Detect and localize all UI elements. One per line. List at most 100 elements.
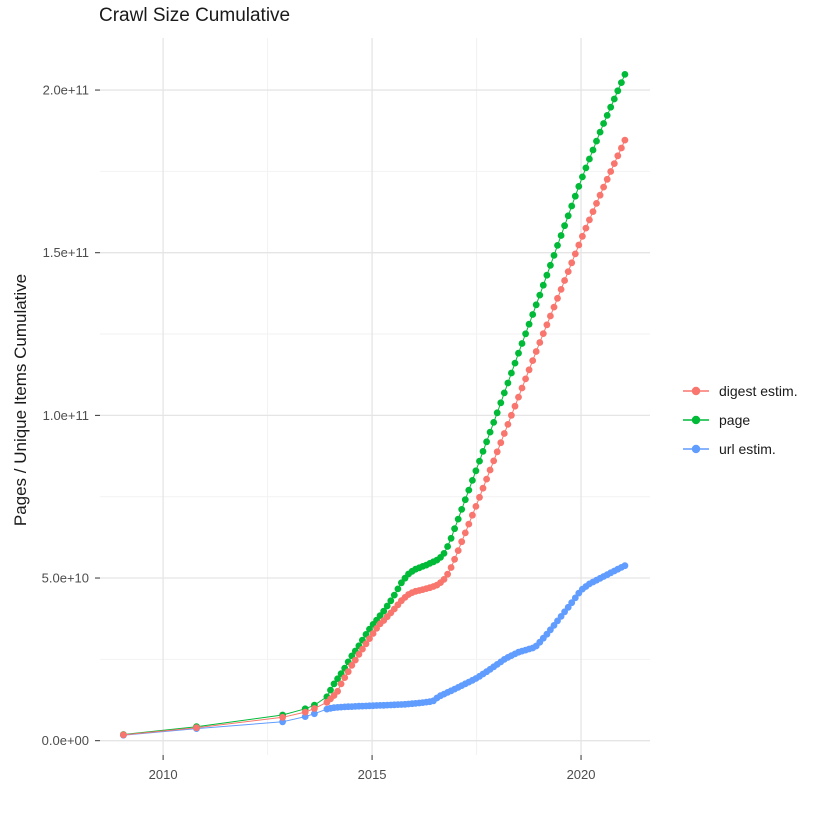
data-point-page xyxy=(330,680,338,688)
data-point-digestestim xyxy=(550,303,558,311)
data-point-digestestim xyxy=(366,635,373,642)
data-point-page xyxy=(504,379,512,387)
data-point-page xyxy=(557,232,565,239)
data-point-digestestim xyxy=(618,144,625,152)
data-point-urlestim xyxy=(571,594,579,602)
data-point-page xyxy=(582,164,590,172)
data-point-page xyxy=(543,271,551,279)
data-point-page xyxy=(614,87,622,95)
data-point-page xyxy=(479,448,487,455)
data-point-digestestim xyxy=(440,576,448,583)
data-point-page xyxy=(383,602,391,610)
data-point-digestestim xyxy=(589,208,597,216)
data-point-page xyxy=(600,120,607,127)
data-point-digestestim xyxy=(451,555,458,563)
data-point-digestestim xyxy=(575,241,583,249)
data-point-digestestim xyxy=(518,384,526,392)
data-point-page xyxy=(390,591,398,599)
data-point-page xyxy=(561,222,568,230)
data-point-page xyxy=(444,543,451,550)
data-point-digestestim xyxy=(603,175,611,183)
data-point-digestestim xyxy=(476,493,483,501)
y-tick-label: 2.0e+11 xyxy=(43,83,89,98)
data-point-digestestim xyxy=(621,136,629,144)
data-point-page xyxy=(465,486,473,494)
data-point-digestestim xyxy=(497,439,505,447)
data-point-digestestim xyxy=(525,366,533,374)
data-point-page xyxy=(334,675,341,683)
data-point-page xyxy=(447,534,455,542)
data-point-page xyxy=(515,349,522,357)
data-point-page xyxy=(525,320,533,328)
data-point-page xyxy=(610,95,618,103)
y-tick-label: 0.0e+00 xyxy=(42,733,89,748)
data-point-digestestim xyxy=(193,724,200,732)
data-point-page xyxy=(529,311,537,318)
legend-item-digest: digest estim. xyxy=(682,383,798,399)
data-point-digestestim xyxy=(454,547,462,554)
data-point-digestestim xyxy=(515,393,522,401)
data-point-digestestim xyxy=(465,520,473,528)
data-point-digestestim xyxy=(469,511,476,519)
data-point-digestestim xyxy=(522,375,529,383)
data-point-page xyxy=(589,146,597,154)
data-point-page xyxy=(621,71,629,78)
data-point-digestestim xyxy=(362,640,370,648)
data-point-page xyxy=(539,281,547,289)
data-point-page xyxy=(490,419,498,426)
data-point-digestestim xyxy=(557,286,565,293)
data-point-digestestim xyxy=(547,312,554,320)
data-point-page xyxy=(603,112,611,119)
data-point-digestestim xyxy=(564,268,572,275)
data-point-page xyxy=(568,202,576,210)
data-point-page xyxy=(518,340,526,347)
legend-label-page: page xyxy=(719,412,751,428)
data-point-digestestim xyxy=(458,538,466,546)
legend-key-dot xyxy=(691,386,701,396)
data-point-digestestim xyxy=(508,411,515,419)
data-point-digestestim xyxy=(334,687,341,695)
data-point-page xyxy=(454,515,462,523)
data-point-page xyxy=(476,457,483,465)
data-point-digestestim xyxy=(479,484,487,492)
data-point-page xyxy=(394,585,402,593)
data-point-page xyxy=(593,137,600,145)
data-point-digestestim xyxy=(614,152,622,160)
data-point-page xyxy=(398,579,405,587)
y-tick-label: 5.0e+10 xyxy=(42,571,89,586)
data-point-page xyxy=(575,183,583,190)
data-point-digestestim xyxy=(607,168,615,175)
data-point-digestestim xyxy=(359,645,366,653)
data-point-page xyxy=(469,477,476,484)
data-point-page xyxy=(618,79,625,86)
data-point-page xyxy=(579,173,586,181)
data-point-digestestim xyxy=(373,625,380,632)
data-point-digestestim xyxy=(536,339,544,346)
data-point-page xyxy=(440,550,448,557)
data-point-digestestim xyxy=(120,731,127,739)
legend-label-url: url estim. xyxy=(719,441,776,457)
data-point-digestestim xyxy=(561,277,568,284)
data-point-digestestim xyxy=(341,674,349,681)
legend-item-url: url estim. xyxy=(682,441,798,457)
data-point-digestestim xyxy=(500,430,508,437)
data-point-digestestim xyxy=(568,259,576,267)
data-point-page xyxy=(607,103,615,111)
y-tick-label: 1.0e+11 xyxy=(43,408,89,423)
data-point-page xyxy=(571,192,579,200)
data-point-digestestim xyxy=(483,475,490,483)
data-point-urlestim xyxy=(557,613,565,620)
data-point-digestestim xyxy=(337,680,345,688)
data-point-urlestim xyxy=(311,710,318,718)
data-point-page xyxy=(522,330,529,338)
x-tick-label: 2015 xyxy=(358,767,387,782)
data-point-digestestim xyxy=(472,503,480,510)
data-point-digestestim xyxy=(369,630,377,637)
series-line-digestestim xyxy=(123,139,626,736)
data-point-digestestim xyxy=(586,216,593,224)
x-tick-label: 2010 xyxy=(149,767,178,782)
data-point-page xyxy=(483,438,490,446)
data-point-urlestim xyxy=(621,562,629,570)
data-point-digestestim xyxy=(539,330,547,337)
